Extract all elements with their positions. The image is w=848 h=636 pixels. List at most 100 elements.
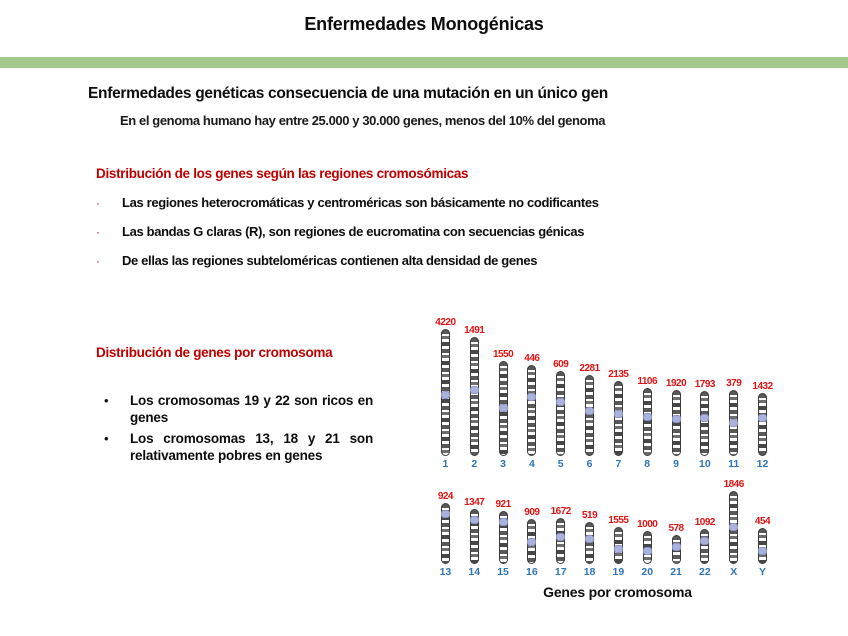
- karyogram-row-1: 4220 1 1491 2 1550 3 446 4 609 5 2281 6 2135 7 1106 8 19…: [431, 306, 777, 470]
- chromosome-column-7: 2135 7: [604, 369, 633, 470]
- bullet-dot: ·: [96, 196, 100, 210]
- bullet-dot: •: [104, 393, 109, 408]
- chromosome-label: 9: [673, 458, 679, 470]
- chromosome-ideogram: [556, 371, 566, 456]
- bullet-item: • Los cromosomas 19 y 22 son ricos en gen…: [96, 392, 396, 426]
- chromosome-ideogram: [469, 337, 479, 456]
- chromosome-ideogram: [758, 393, 768, 456]
- chromosome-column-18: 519 18: [575, 510, 604, 578]
- chromosome-ideogram: [613, 381, 623, 456]
- chromosome-label: Y: [759, 566, 767, 578]
- chromosome-ideogram: [585, 522, 595, 564]
- bullet-dot: •: [104, 431, 109, 446]
- centromere-band: [729, 523, 739, 531]
- chromosome-label: 18: [583, 566, 596, 578]
- chromosome-label: 8: [644, 458, 651, 470]
- centromere-band: [527, 538, 537, 546]
- figure-caption: Genes por cromosoma: [543, 584, 692, 600]
- centromere-band: [613, 545, 623, 553]
- chromosome-column-4: 446 4: [517, 353, 546, 470]
- chromosome-ideogram: [440, 329, 450, 456]
- gene-count: 2281: [579, 363, 600, 374]
- chromosome-column-21: 578 21: [662, 523, 691, 578]
- section-genes-per-chromosome-bullet-list: • Los cromosomas 19 y 22 son ricos en gen…: [96, 392, 396, 464]
- gene-count: 924: [437, 491, 454, 502]
- chromosome-ideogram: [671, 390, 681, 456]
- section-genes-per-chromosome: Distribución de genes por cromosoma • Los…: [96, 345, 396, 468]
- centromere-band: [700, 537, 710, 545]
- section-gene-regions-title: Distribución de los genes según las regi…: [96, 166, 469, 181]
- centromere-band: [671, 543, 681, 551]
- chromosome-ideogram: [642, 531, 652, 564]
- chromosome-label: 5: [557, 458, 564, 470]
- centromere-band: [642, 547, 652, 555]
- centromere-band: [556, 533, 566, 541]
- chromosome-column-12: 1432 12: [748, 381, 777, 470]
- chromosome-ideogram: [729, 491, 739, 564]
- gene-count: 454: [754, 516, 771, 527]
- chromosome-label: 15: [497, 566, 509, 578]
- gene-count: 1920: [665, 378, 687, 389]
- chromosome-column-Y: 454 Y: [748, 516, 777, 578]
- intro-detail: En el genoma humano hay entre 25.000 y 3…: [120, 113, 606, 128]
- intro-heading: Enfermedades genéticas consecuencia de u…: [88, 85, 608, 102]
- bullet-item: · Las regiones heterocromáticas y centrom…: [96, 195, 716, 211]
- chromosome-column-15: 921 15: [489, 499, 518, 578]
- gene-count: 1550: [492, 349, 514, 360]
- gene-count: 379: [726, 378, 742, 389]
- chromosome-column-19: 1555 19: [604, 515, 633, 578]
- chromosome-ideogram: [642, 388, 652, 456]
- centromere-band: [498, 518, 508, 526]
- gene-count: 4220: [435, 317, 456, 328]
- bullet-text: Las regiones heterocromáticas y centromé…: [122, 195, 599, 210]
- chromosome-label: 3: [500, 458, 506, 470]
- gene-count: 909: [524, 507, 540, 518]
- centromere-band: [758, 414, 768, 422]
- gene-count: 1092: [694, 517, 716, 528]
- section-gene-regions: Distribución de los genes según las regi…: [96, 166, 716, 282]
- chromosome-label: 12: [756, 458, 769, 470]
- chromosome-column-10: 1793 10: [690, 379, 719, 470]
- chromosome-ideogram: [469, 509, 479, 564]
- chromosome-label: 20: [641, 566, 654, 578]
- chromosome-column-5: 609 5: [546, 359, 575, 470]
- chromosome-label: 11: [728, 458, 740, 470]
- centromere-band: [700, 414, 710, 422]
- gene-count: 1432: [752, 381, 773, 392]
- bullet-dot: ·: [96, 225, 100, 239]
- chromosome-ideogram: [556, 518, 566, 564]
- chromosome-column-8: 1106 8: [633, 376, 662, 470]
- chromosome-column-14: 1347 14: [460, 497, 489, 578]
- centromere-band: [642, 413, 652, 421]
- centromere-band: [613, 410, 623, 418]
- section-genes-per-chromosome-title: Distribución de genes por cromosoma: [96, 345, 333, 360]
- gene-count: 1000: [637, 519, 658, 530]
- gene-count: 1347: [464, 497, 485, 508]
- chromosome-ideogram: [729, 390, 739, 456]
- centromere-band: [498, 404, 508, 412]
- chromosome-label: 4: [528, 458, 535, 470]
- centromere-band: [440, 391, 450, 399]
- chromosome-label: 2: [471, 458, 478, 470]
- bullet-text: Los cromosomas 19 y 22 son ricos en gene…: [130, 393, 373, 425]
- chromosome-column-6: 2281 6: [575, 363, 604, 470]
- gene-count: 578: [668, 523, 684, 534]
- accent-divider-bar: [0, 57, 848, 68]
- chromosome-column-1: 4220 1: [431, 317, 460, 470]
- centromere-band: [729, 419, 739, 427]
- chromosome-column-X: 1846 X: [719, 479, 748, 578]
- gene-count: 446: [524, 353, 540, 364]
- section-gene-regions-bullet-list: · Las regiones heterocromáticas y centrom…: [96, 195, 716, 269]
- chromosome-label: 7: [615, 458, 622, 470]
- gene-count: 1672: [550, 506, 572, 517]
- chromosome-label: X: [730, 566, 738, 578]
- chromosome-ideogram: [700, 529, 710, 564]
- chromosome-label: 17: [554, 566, 567, 578]
- chromosome-ideogram: [498, 511, 508, 564]
- chromosome-label: 10: [699, 458, 711, 470]
- slide-title: Enfermedades Monogénicas: [304, 14, 544, 34]
- centromere-band: [671, 415, 681, 423]
- gene-count: 1846: [723, 479, 745, 490]
- chromosome-column-3: 1550 3: [489, 349, 518, 470]
- gene-count: 921: [495, 499, 511, 510]
